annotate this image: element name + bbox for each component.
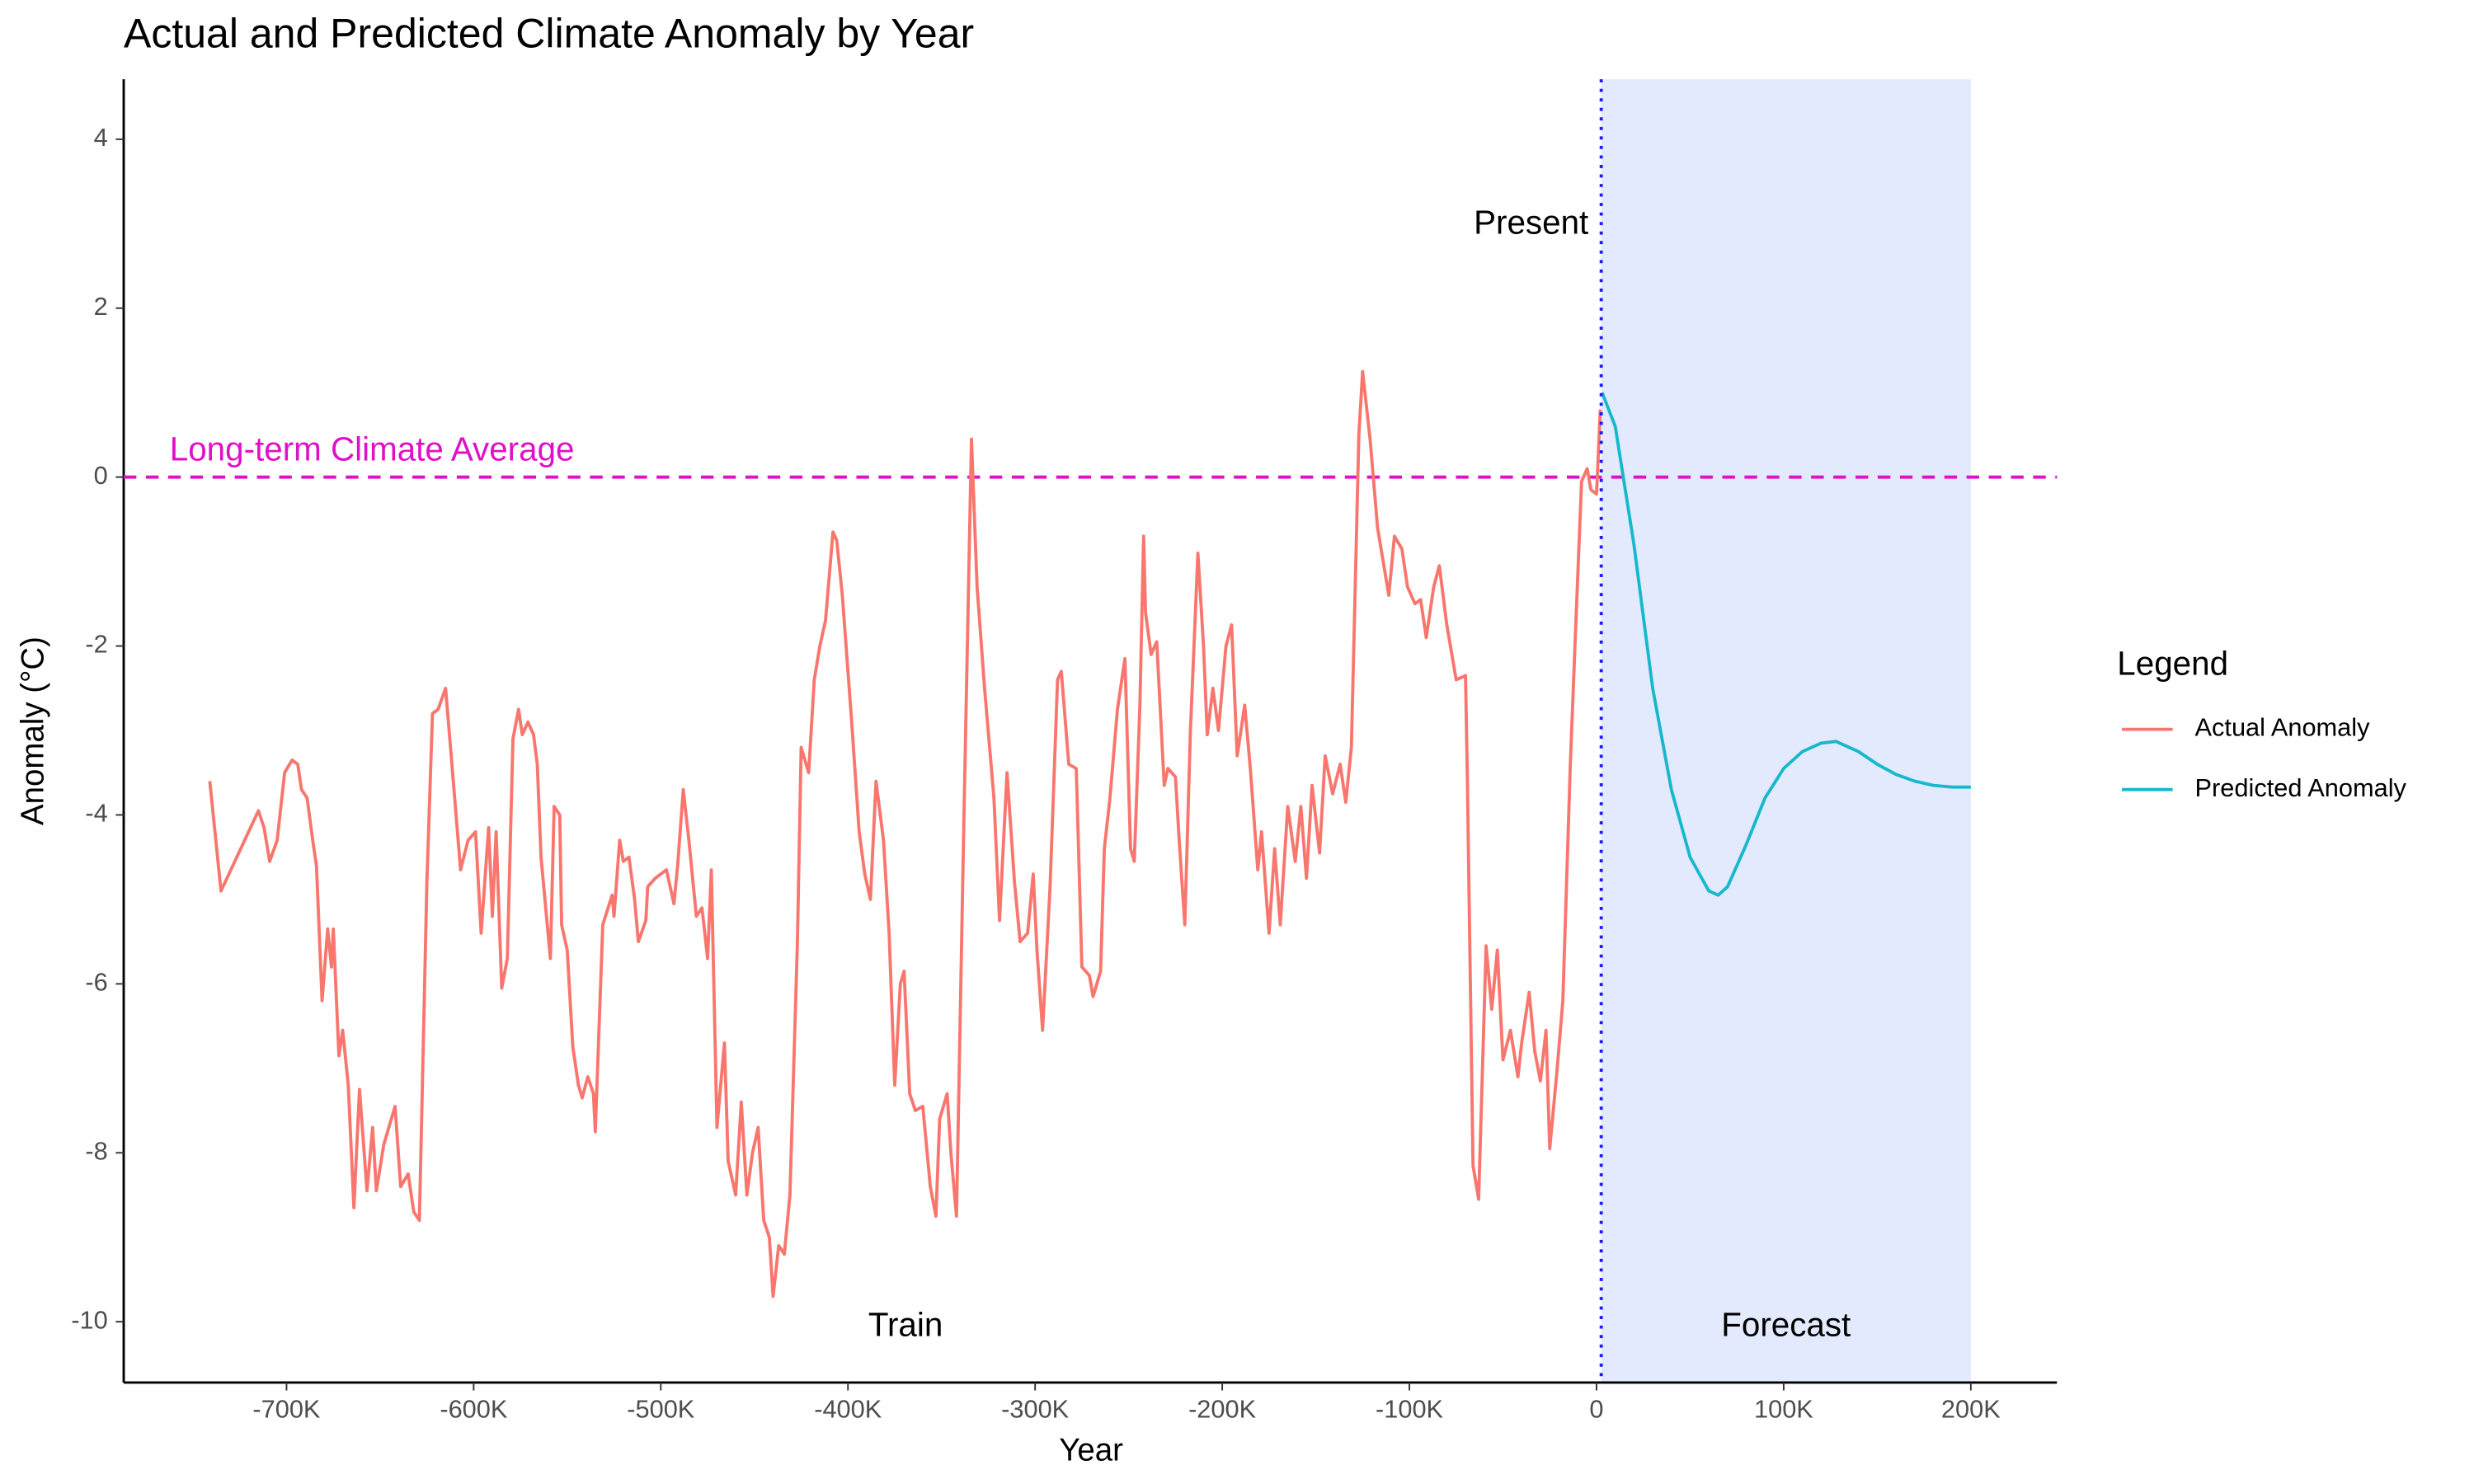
series-line <box>208 369 1602 1298</box>
y-tick-label: -2 <box>85 630 107 659</box>
x-tick-label: -500K <box>627 1395 695 1424</box>
x-tick-label: -700K <box>252 1395 321 1424</box>
x-axis-title: Year <box>1059 1433 1123 1468</box>
y-tick-label: 4 <box>94 123 108 152</box>
chart-title: Actual and Predicted Climate Anomaly by … <box>124 10 974 56</box>
train-label: Train <box>868 1305 943 1343</box>
x-tick-label: -400K <box>814 1395 882 1424</box>
legend-label: Actual Anomaly <box>2195 713 2371 742</box>
y-tick-label: -8 <box>85 1136 107 1165</box>
y-tick-label: -4 <box>85 799 107 828</box>
x-tick-label: 100K <box>1754 1395 1813 1424</box>
x-tick-label: 200K <box>1941 1395 2001 1424</box>
legend-label: Predicted Anomaly <box>2195 773 2407 802</box>
x-tick-label: -200K <box>1188 1395 1257 1424</box>
series-line <box>1600 392 1971 897</box>
forecast-label: Forecast <box>1721 1305 1851 1343</box>
y-axis-title: Anomaly (°C) <box>15 636 50 825</box>
x-tick-label: -300K <box>1001 1395 1070 1424</box>
y-tick-label: -6 <box>85 967 107 996</box>
y-tick-label: -10 <box>71 1305 107 1334</box>
legend-title: Legend <box>2117 644 2228 682</box>
x-tick-label: 0 <box>1589 1395 1603 1424</box>
y-tick-label: 2 <box>94 292 108 321</box>
y-tick-label: 0 <box>94 461 108 490</box>
forecast-region <box>1601 79 1971 1383</box>
present-label: Present <box>1474 204 1588 242</box>
x-tick-label: -100K <box>1376 1395 1444 1424</box>
reference-label: Long-term Climate Average <box>170 430 575 468</box>
x-tick-label: -600K <box>440 1395 508 1424</box>
